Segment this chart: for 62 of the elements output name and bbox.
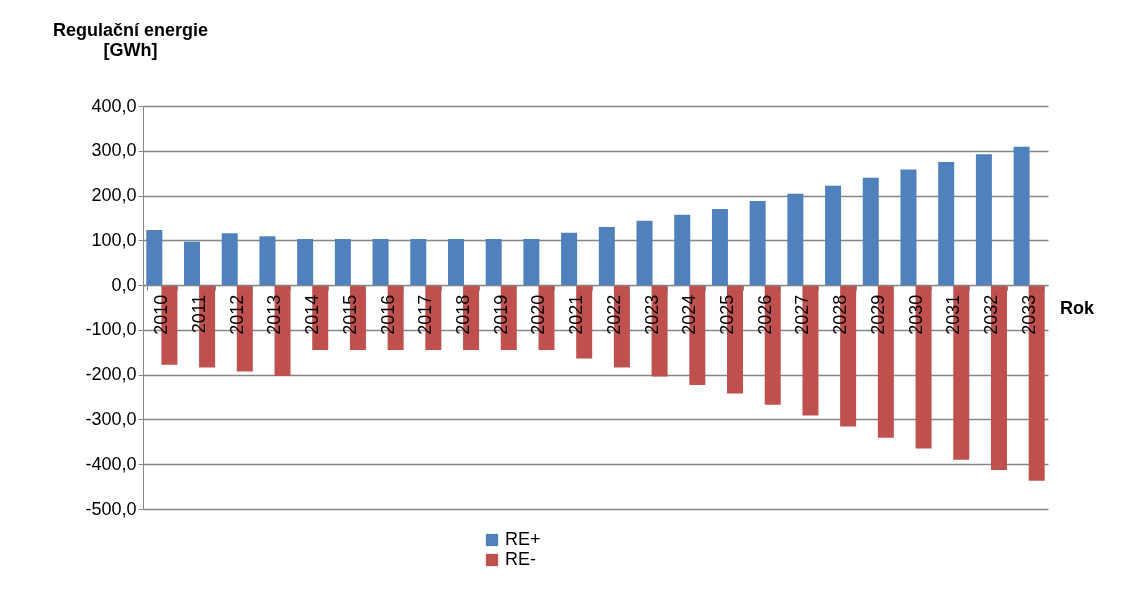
bar	[297, 238, 314, 286]
bar	[749, 200, 766, 286]
y-tick-label: -100,0	[85, 319, 137, 340]
x-tick-label: 2022	[603, 294, 624, 335]
x-tick-label: 2028	[830, 294, 851, 335]
x-tick-label: 2023	[641, 294, 662, 335]
bar	[410, 238, 427, 286]
y-tick-label: -200,0	[85, 364, 137, 385]
x-tick-label: 2015	[339, 294, 360, 335]
x-tick-label: 2021	[566, 294, 587, 335]
x-axis-title: Rok	[1060, 298, 1095, 319]
x-tick-label: 2019	[490, 294, 511, 335]
x-tick-label: 2033	[1018, 294, 1039, 335]
y-tick-label: -500,0	[85, 498, 137, 519]
bar	[598, 226, 615, 286]
bar	[711, 208, 728, 286]
bar	[975, 154, 992, 286]
bar	[900, 169, 917, 286]
y-tick-label: -400,0	[85, 453, 137, 474]
bar	[636, 220, 653, 286]
bar	[787, 193, 804, 286]
bar	[674, 214, 691, 286]
bar	[938, 161, 955, 286]
bar	[221, 233, 238, 286]
y-axis-title: Regulační energie [GWh]	[52, 19, 209, 60]
x-tick-label: 2014	[302, 294, 323, 335]
x-tick-label: 2026	[754, 294, 775, 335]
x-tick-label: 2012	[226, 294, 247, 335]
x-tick-label: 2018	[453, 294, 474, 335]
legend-label: RE+	[505, 529, 541, 549]
x-tick-label: 2010	[151, 294, 172, 335]
y-tick-label: -300,0	[85, 408, 137, 429]
bar	[1013, 146, 1030, 286]
bar	[146, 230, 163, 286]
y-tick-label: 400,0	[91, 95, 137, 116]
bar	[523, 238, 540, 286]
x-tick-label: 2025	[716, 294, 737, 335]
x-tick-label: 2029	[867, 294, 888, 335]
bar	[184, 241, 201, 286]
x-tick-label: 2027	[792, 294, 813, 335]
bar	[825, 185, 842, 286]
x-tick-label: 2013	[264, 294, 285, 335]
legend-label: RE-	[505, 549, 536, 569]
x-tick-label: 2016	[377, 294, 398, 335]
bar	[372, 238, 389, 286]
x-tick-label: 2011	[189, 294, 210, 334]
bar	[447, 238, 464, 286]
x-tick-label: 2031	[943, 294, 964, 335]
x-tick-label: 2032	[980, 294, 1001, 335]
x-tick-label: 2020	[528, 294, 549, 335]
y-tick-label: 0,0	[111, 274, 137, 295]
y-tick-label: 100,0	[91, 229, 137, 250]
bar	[561, 232, 578, 286]
bar	[485, 238, 502, 286]
x-tick-label: 2030	[905, 294, 926, 335]
bar	[259, 236, 276, 286]
bar	[862, 177, 879, 286]
x-tick-label: 2024	[679, 294, 700, 335]
y-tick-label: 300,0	[91, 140, 137, 161]
x-tick-label: 2017	[415, 294, 436, 335]
bar	[334, 238, 351, 286]
y-tick-label: 200,0	[91, 185, 137, 206]
